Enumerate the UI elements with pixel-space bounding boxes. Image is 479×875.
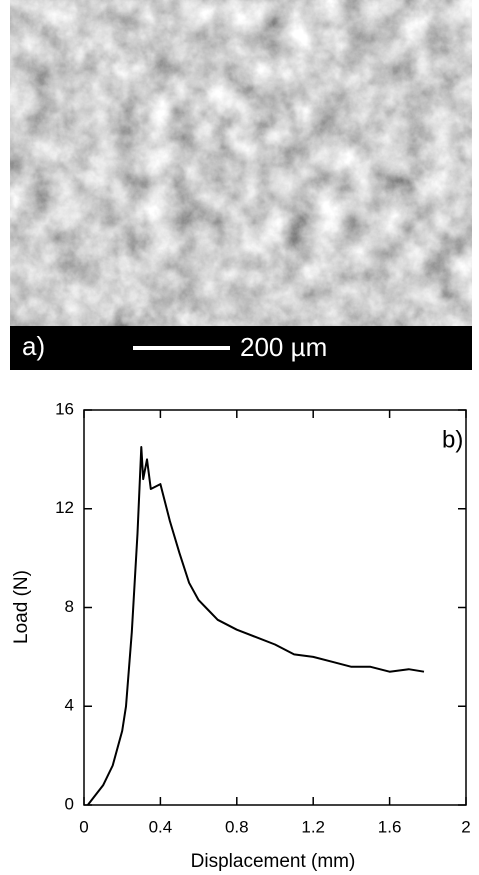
x-tick-label: 0	[79, 817, 88, 836]
y-tick-label: 16	[55, 399, 74, 418]
scale-text: 200 µm	[240, 332, 327, 362]
y-tick-label: 4	[65, 696, 74, 715]
y-axis-label: Load (N)	[11, 570, 32, 644]
panel-label: a)	[22, 331, 45, 361]
y-tick-label: 12	[55, 498, 74, 517]
scale-strip	[10, 326, 472, 370]
x-tick-label: 0.4	[149, 817, 173, 836]
x-tick-label: 2	[461, 817, 470, 836]
y-tick-label: 0	[65, 794, 74, 813]
x-tick-label: 1.6	[378, 817, 402, 836]
x-tick-label: 0.8	[225, 817, 249, 836]
y-tick-label: 8	[65, 597, 74, 616]
panel-label: b)	[442, 426, 463, 453]
sem-image	[10, 0, 472, 370]
x-axis-label: Displacement (mm)	[191, 851, 356, 872]
load-curve	[87, 446, 425, 806]
x-tick-label: 1.2	[301, 817, 325, 836]
